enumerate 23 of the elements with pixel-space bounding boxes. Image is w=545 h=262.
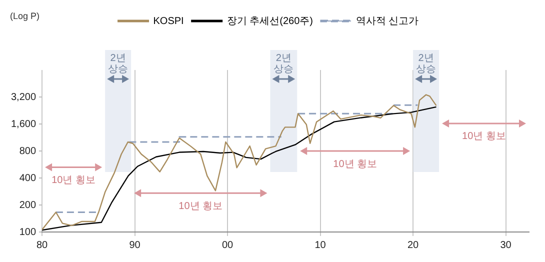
x-tick-label: 00 [222, 240, 234, 251]
y-tick-label: 200 [19, 200, 36, 211]
y-tick-label: 1,600 [10, 118, 36, 130]
annotation: 10년 횡보 [178, 200, 223, 212]
legend-label: 장기 추세선(260주) [226, 16, 313, 27]
band-label: 2년 상승 [416, 52, 436, 75]
annotation: 10년 횡보 [462, 131, 506, 142]
legend-label: KOSPI [153, 16, 184, 27]
x-tick-label: 10 [314, 240, 326, 251]
y-tick-label: 3,200 [10, 92, 36, 103]
y-tick-label: 400 [19, 172, 36, 184]
annotation: 10년 횡보 [52, 174, 96, 186]
legend-label: 역사적 신고가 [356, 16, 419, 27]
band-label: 2년 상승 [108, 52, 128, 75]
x-tick-label: 30 [500, 240, 512, 251]
y-tick-label: 800 [19, 146, 36, 157]
x-tick-label: 90 [129, 240, 141, 251]
x-tick-label: 80 [36, 240, 48, 251]
text: (Log P) [10, 10, 40, 21]
annotation: 10년 횡보 [333, 158, 378, 170]
band-label: 2년 상승 [274, 52, 294, 75]
x-tick-label: 20 [407, 240, 420, 251]
y-tick-label: 100 [19, 226, 36, 238]
